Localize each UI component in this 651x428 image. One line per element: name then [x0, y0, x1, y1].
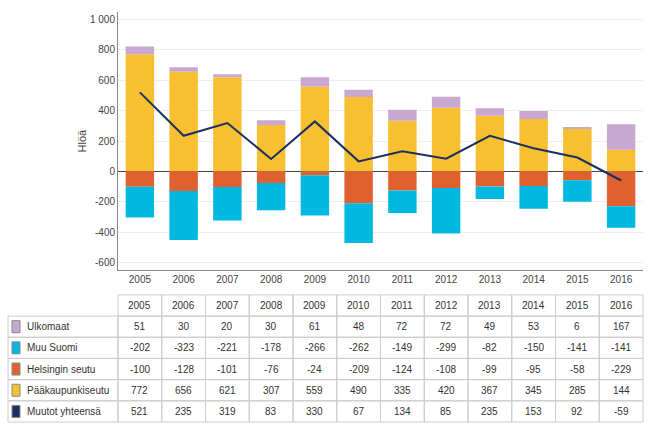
svg-text:-100: -100: [130, 364, 150, 375]
svg-text:-323: -323: [174, 342, 194, 353]
svg-text:167: 167: [613, 321, 630, 332]
svg-text:2010: 2010: [347, 300, 370, 311]
svg-text:521: 521: [131, 406, 148, 417]
svg-text:-108: -108: [436, 364, 456, 375]
svg-text:2011: 2011: [391, 300, 413, 311]
svg-text:85: 85: [440, 406, 452, 417]
svg-text:490: 490: [350, 385, 367, 396]
svg-text:-400: -400: [95, 227, 115, 238]
svg-text:2009: 2009: [304, 274, 327, 285]
svg-text:2012: 2012: [435, 300, 458, 311]
svg-text:20: 20: [221, 321, 233, 332]
svg-text:-128: -128: [174, 364, 194, 375]
svg-text:1 000: 1 000: [90, 14, 115, 25]
svg-text:-299: -299: [436, 342, 456, 353]
svg-text:30: 30: [178, 321, 190, 332]
svg-text:307: 307: [263, 385, 280, 396]
svg-text:48: 48: [353, 321, 365, 332]
svg-text:-95: -95: [526, 364, 541, 375]
svg-text:Helsingin seutu: Helsingin seutu: [27, 364, 95, 375]
svg-text:2006: 2006: [172, 300, 195, 311]
svg-text:-600: -600: [95, 257, 115, 268]
svg-text:153: 153: [525, 406, 542, 417]
svg-text:2007: 2007: [216, 274, 239, 285]
svg-text:2012: 2012: [435, 274, 458, 285]
svg-text:2005: 2005: [128, 300, 151, 311]
svg-text:83: 83: [265, 406, 277, 417]
svg-text:-200: -200: [95, 196, 115, 207]
svg-text:-178: -178: [261, 342, 281, 353]
svg-text:-150: -150: [524, 342, 544, 353]
svg-text:2013: 2013: [478, 300, 501, 311]
svg-text:144: 144: [613, 385, 630, 396]
svg-text:559: 559: [306, 385, 323, 396]
svg-text:772: 772: [131, 385, 148, 396]
svg-text:600: 600: [98, 75, 115, 86]
svg-text:2006: 2006: [173, 274, 196, 285]
svg-text:-59: -59: [614, 406, 629, 417]
svg-text:2010: 2010: [348, 274, 371, 285]
svg-text:72: 72: [440, 321, 452, 332]
svg-text:2016: 2016: [610, 300, 633, 311]
svg-text:200: 200: [98, 136, 115, 147]
svg-text:2015: 2015: [566, 300, 589, 311]
svg-text:2011: 2011: [392, 274, 414, 285]
svg-text:-262: -262: [349, 342, 369, 353]
svg-text:49: 49: [484, 321, 496, 332]
svg-text:Ulkomaat: Ulkomaat: [27, 321, 69, 332]
svg-text:-202: -202: [130, 342, 150, 353]
svg-text:Muutot yhteensä: Muutot yhteensä: [27, 406, 101, 417]
svg-text:53: 53: [528, 321, 540, 332]
svg-text:6: 6: [574, 321, 580, 332]
svg-text:2005: 2005: [129, 274, 152, 285]
svg-text:-141: -141: [611, 342, 631, 353]
svg-text:Hlöä: Hlöä: [76, 129, 88, 153]
svg-text:2009: 2009: [303, 300, 326, 311]
svg-text:-141: -141: [567, 342, 587, 353]
svg-text:2016: 2016: [610, 274, 633, 285]
svg-text:2008: 2008: [260, 274, 283, 285]
svg-text:345: 345: [525, 385, 542, 396]
svg-text:2014: 2014: [522, 300, 545, 311]
svg-text:2013: 2013: [479, 274, 502, 285]
svg-text:Muu Suomi: Muu Suomi: [27, 342, 78, 353]
svg-text:235: 235: [481, 406, 498, 417]
svg-text:367: 367: [481, 385, 498, 396]
svg-text:2014: 2014: [523, 274, 546, 285]
svg-text:67: 67: [353, 406, 365, 417]
svg-text:335: 335: [394, 385, 411, 396]
svg-text:51: 51: [134, 321, 146, 332]
svg-text:-58: -58: [570, 364, 585, 375]
svg-text:72: 72: [396, 321, 408, 332]
svg-text:-99: -99: [482, 364, 497, 375]
svg-text:Pääkaupunkiseutu: Pääkaupunkiseutu: [27, 385, 109, 396]
svg-text:656: 656: [175, 385, 192, 396]
svg-text:-209: -209: [349, 364, 369, 375]
svg-text:-149: -149: [392, 342, 412, 353]
svg-text:330: 330: [306, 406, 323, 417]
svg-text:621: 621: [219, 385, 236, 396]
svg-text:2015: 2015: [566, 274, 589, 285]
svg-text:-221: -221: [217, 342, 237, 353]
svg-text:61: 61: [309, 321, 321, 332]
svg-text:319: 319: [219, 406, 236, 417]
svg-text:-101: -101: [217, 364, 237, 375]
svg-text:420: 420: [438, 385, 455, 396]
svg-text:235: 235: [175, 406, 192, 417]
svg-text:-266: -266: [305, 342, 325, 353]
svg-text:92: 92: [571, 406, 583, 417]
svg-text:30: 30: [265, 321, 277, 332]
svg-text:400: 400: [98, 105, 115, 116]
svg-text:800: 800: [98, 44, 115, 55]
svg-text:-82: -82: [482, 342, 497, 353]
svg-text:-124: -124: [392, 364, 412, 375]
svg-text:0: 0: [109, 166, 115, 177]
svg-text:-229: -229: [611, 364, 631, 375]
svg-text:-24: -24: [307, 364, 322, 375]
svg-text:2008: 2008: [260, 300, 283, 311]
svg-text:134: 134: [394, 406, 411, 417]
svg-text:2007: 2007: [216, 300, 239, 311]
svg-text:285: 285: [569, 385, 586, 396]
svg-text:-76: -76: [264, 364, 279, 375]
